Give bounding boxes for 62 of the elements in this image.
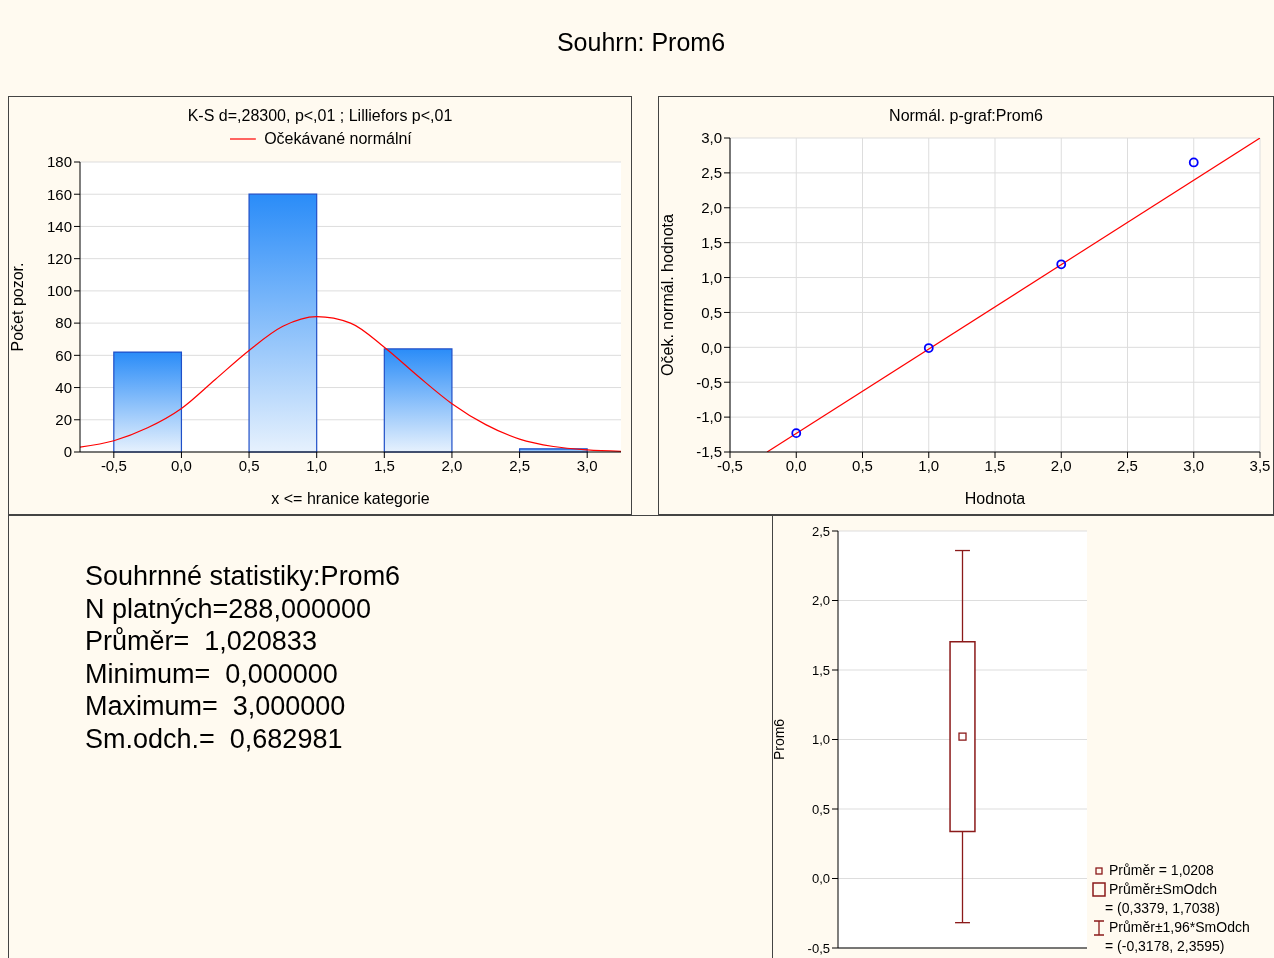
x-tick-label: 2,0 [1050, 456, 1072, 474]
y-tick-label: 2,5 [701, 164, 722, 182]
y-tick-label: 0,0 [811, 871, 830, 887]
x-tick-label: 0,5 [238, 456, 260, 474]
y-axis-title: Prom6 [770, 718, 787, 761]
text: Průměr= 1,020833 [85, 625, 318, 658]
y-tick-label: 0 [63, 443, 72, 461]
y-tick-label: 80 [55, 314, 72, 332]
x-tick-label: 2,0 [441, 456, 463, 474]
x-tick-label: 1,5 [984, 456, 1006, 474]
y-tick-label: -1,0 [696, 408, 722, 426]
y-tick-label: 1,5 [811, 662, 830, 678]
text: = (0,3379, 1,7038) [1105, 899, 1220, 918]
text: Souhrnné statistiky:Prom6 [85, 560, 401, 593]
y-tick-label: 160 [46, 185, 72, 203]
text: N platných=288,000000 [85, 592, 372, 626]
text: Průměr = 1,0208 [1109, 861, 1214, 880]
y-tick-label: 1,5 [701, 233, 722, 251]
y-tick-label: 0,5 [811, 801, 830, 817]
y-tick-label: 1,0 [811, 732, 830, 748]
text: Průměr±1,96*SmOdch [1109, 918, 1250, 937]
x-tick-label: -0,5 [100, 456, 127, 474]
x-tick-label: 2,5 [509, 456, 530, 474]
y-tick-label: 120 [46, 249, 72, 267]
text: Souhrn: Prom6 [555, 28, 727, 57]
y-tick-label: 100 [46, 282, 72, 300]
legend-label: Očekávané normální [263, 130, 412, 147]
text: Maximum= 3,000000 [85, 690, 347, 723]
y-tick-label: 3,0 [701, 129, 722, 147]
text: Průměr±SmOdch [1109, 880, 1218, 899]
text: Sm.odch.= 0,682981 [85, 722, 344, 756]
y-axis-title: Počet pozor. [8, 262, 26, 352]
text: Minimum= 0,000000 [85, 657, 339, 691]
y-tick-label: 140 [46, 217, 72, 235]
x-tick-label: 3,0 [1183, 456, 1205, 474]
y-tick-label: 20 [55, 411, 72, 429]
y-tick-label: 40 [55, 378, 72, 396]
y-tick-label: 2,0 [701, 199, 722, 217]
x-tick-label: 3,0 [576, 456, 598, 474]
y-axis-title: Oček. normál. hodnota [658, 213, 676, 376]
y-tick-label: 2,0 [811, 593, 830, 609]
y-tick-label: 180 [46, 153, 72, 171]
y-tick-label: 0,5 [701, 303, 722, 321]
x-tick-label: 0,0 [785, 456, 807, 474]
y-tick-label: 0,0 [701, 338, 722, 356]
x-tick-label: 2,5 [1117, 456, 1138, 474]
chart-title: K-S d=,28300, p<,01 ; Lilliefors p<,01 [186, 107, 454, 125]
y-tick-label: -0,5 [807, 940, 830, 956]
y-tick-label: 1,0 [701, 268, 722, 286]
x-tick-label: 1,5 [373, 456, 395, 474]
text: = (-0,3178, 2,3595) [1105, 937, 1225, 956]
y-tick-label: 60 [55, 346, 72, 364]
x-tick-label: 3,5 [1249, 456, 1271, 474]
chart-title: Normál. p-graf:Prom6 [888, 107, 1044, 125]
x-axis-title: x <= hranice kategorie [271, 490, 430, 507]
x-axis-title: Hodnota [964, 490, 1026, 507]
y-tick-label: -0,5 [696, 373, 722, 391]
x-tick-label: 0,5 [852, 456, 873, 474]
x-tick-label: 1,0 [918, 456, 940, 474]
x-tick-label: 1,0 [306, 456, 328, 474]
y-tick-label: 2,5 [811, 523, 830, 539]
x-tick-label: 0,0 [171, 456, 192, 474]
